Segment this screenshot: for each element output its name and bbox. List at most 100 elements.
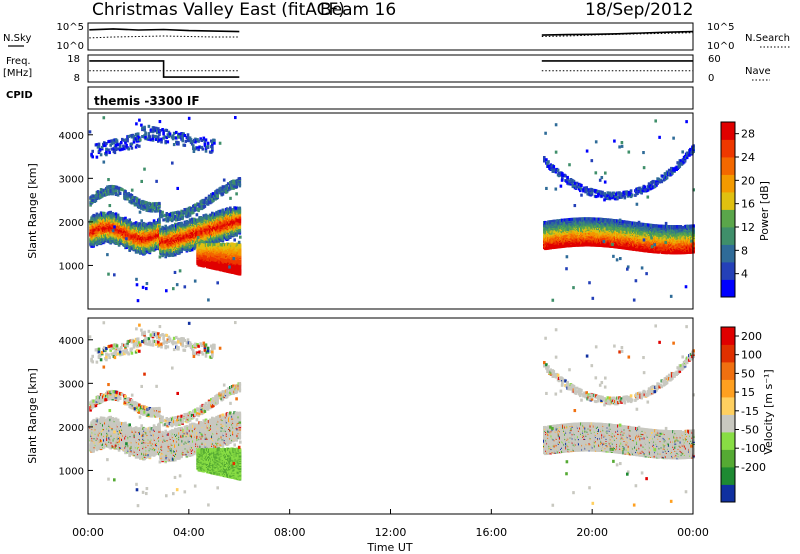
power-cell (160, 140, 163, 144)
power-cell (157, 127, 160, 131)
power-cell (162, 129, 165, 133)
power-cell (154, 126, 158, 130)
power-cell (141, 135, 144, 139)
power-scatter (88, 116, 695, 303)
power-cell (128, 218, 131, 222)
power-cell (130, 146, 134, 150)
cpid-panel-frame (87, 86, 694, 110)
cpid-value: themis -3300 IF (94, 94, 200, 108)
power-cell (186, 133, 190, 137)
power-cell (161, 214, 164, 218)
series-nsearch-segment-1 (541, 32, 694, 37)
power-cell (160, 137, 163, 141)
power-cell (129, 221, 133, 225)
nsky-ytick-bottom: 10^0 (57, 41, 84, 52)
nave-ytick-bottom: 0 (708, 73, 714, 84)
series-freq-segment-0 (89, 60, 240, 78)
freq-panel-frame (87, 54, 694, 83)
power-cell (154, 135, 158, 139)
power-cell (97, 193, 101, 197)
power-cell (109, 143, 112, 147)
power-cell (95, 143, 99, 147)
power-cell (168, 132, 172, 136)
power-cell (110, 139, 113, 143)
power-cell (149, 128, 153, 132)
power-cell (124, 189, 127, 193)
power-cell (142, 204, 145, 208)
power-cell (151, 137, 155, 141)
nave-label: Nave (745, 66, 771, 77)
freq-panel: Freq. [MHz] Nave 18 8 60 0 (3, 54, 771, 84)
power-cell (167, 130, 171, 134)
power-cell (91, 149, 94, 153)
power-cell (110, 147, 113, 151)
power-cell (121, 147, 124, 151)
power-cell (103, 191, 106, 195)
power-cell (105, 142, 108, 146)
power-cell (157, 135, 160, 139)
power-cell (144, 131, 147, 135)
date-label: 18/Sep/2012 (585, 0, 693, 20)
power-cell (130, 200, 134, 204)
beam-label: Beam 16 (320, 0, 396, 20)
nsky-label: N.Sky (3, 33, 31, 44)
nave-ytick-top: 60 (708, 54, 721, 65)
power-cell (158, 217, 161, 221)
power-cell (140, 123, 143, 127)
power-cell (132, 134, 136, 138)
power-cell (94, 199, 98, 203)
freq-unit-label: [MHz] (3, 68, 32, 79)
power-cell (114, 143, 118, 147)
power-cell (95, 212, 99, 216)
power-cell (547, 160, 550, 164)
power-cell (139, 222, 142, 226)
power-cell (133, 202, 137, 206)
nsky-panel: N.Sky N.Search 10^5 10^0 10^5 10^0 (3, 22, 790, 52)
power-cell (124, 216, 127, 220)
nsearch-ytick-bottom: 10^0 (707, 41, 734, 52)
power-cell (143, 125, 146, 129)
power-cell (204, 138, 208, 142)
power-cell (116, 213, 120, 217)
power-cell (166, 133, 170, 137)
power-cell (156, 131, 159, 135)
power-cell (100, 188, 104, 192)
power-cell (99, 153, 103, 157)
series-nsky-segment-0 (89, 28, 240, 33)
power-cell (143, 205, 146, 209)
power-cell (124, 196, 127, 200)
power-cell (118, 142, 122, 146)
power-cell (134, 145, 138, 149)
power-cell (123, 194, 126, 198)
power-cell (118, 145, 122, 149)
freq-ytick-top: 18 (67, 54, 80, 65)
power-cell (159, 210, 162, 214)
power-cell (116, 193, 120, 197)
power-cell (162, 218, 165, 222)
power-cell (238, 206, 242, 210)
power-cell (135, 143, 139, 147)
power-cell (121, 188, 124, 192)
power-cell (115, 185, 119, 189)
power-cell (109, 189, 112, 193)
series-nsky-segment-1 (541, 30, 694, 36)
power-cell (91, 155, 94, 159)
power-cell (112, 141, 116, 145)
nsearch-label: N.Search (745, 33, 790, 44)
power-cell (117, 189, 121, 193)
power-cell (148, 135, 152, 139)
power-cell (135, 197, 139, 201)
power-cell (116, 147, 120, 151)
power-cell (141, 126, 144, 130)
power-cell (114, 189, 118, 193)
power-cell (114, 146, 118, 150)
power-cell (147, 132, 151, 136)
power-cell (181, 137, 184, 141)
power-cell (211, 145, 214, 149)
power-cell (138, 144, 141, 148)
power-cell (166, 226, 170, 230)
power-cell (161, 210, 164, 214)
power-cell (92, 194, 95, 198)
nsky-panel-frame (87, 22, 694, 51)
power-cell (213, 141, 216, 145)
